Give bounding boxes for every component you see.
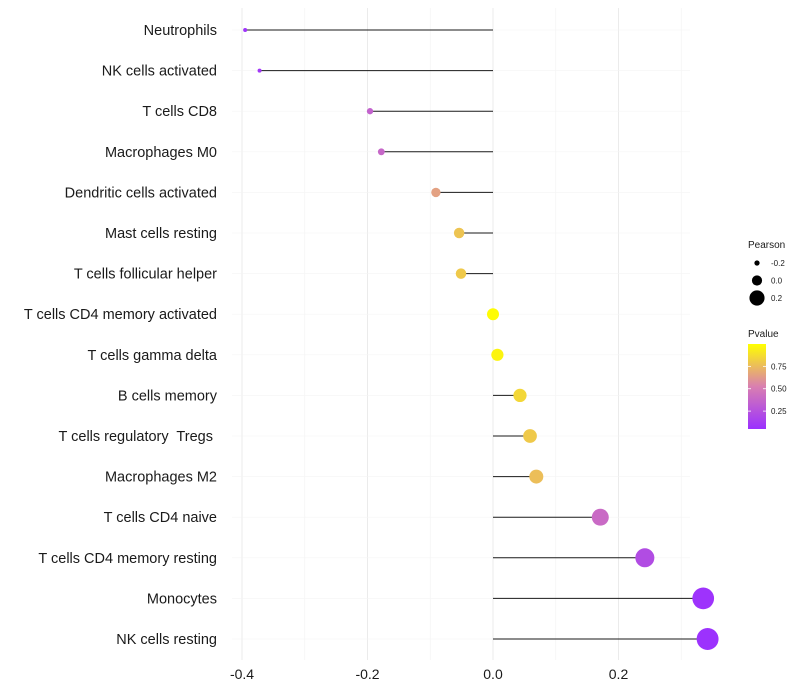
size-legend-title: Pearson [748, 240, 785, 251]
lollipop-dot [523, 429, 537, 443]
size-legend-label: -0.2 [771, 259, 785, 268]
lollipop-dot [366, 108, 374, 115]
x-tick-label: -0.4 [230, 666, 254, 682]
category-label: Neutrophils [144, 23, 217, 39]
lollipop-dot [377, 148, 385, 156]
lollipop-dot [487, 308, 499, 321]
color-legend-label: 0.75 [771, 362, 787, 371]
category-label: T cells gamma delta [88, 348, 218, 364]
size-legend-key [749, 290, 765, 306]
lollipop-dot [529, 469, 544, 484]
category-label: Mast cells resting [105, 226, 217, 242]
lollipop-dot [455, 268, 467, 279]
size-legend-label: 0.2 [771, 294, 783, 303]
category-label: T cells regulatory Tregs [59, 429, 218, 445]
size-legend-key [754, 260, 760, 266]
category-label: Macrophages M2 [105, 470, 217, 486]
grid-layer [232, 8, 690, 660]
x-tick-label: 0.0 [483, 666, 503, 682]
category-label: B cells memory [118, 388, 218, 404]
category-label: Monocytes [147, 591, 217, 607]
x-tick-label: 0.2 [609, 666, 629, 682]
dot-layer [243, 28, 719, 650]
color-legend-title: Pvalue [748, 329, 779, 340]
category-label: T cells CD4 memory resting [38, 551, 217, 567]
category-label: T cells CD8 [142, 104, 217, 120]
lollipop-dot [591, 508, 609, 526]
lollipop-dot [491, 348, 504, 361]
lollipop-dot [696, 628, 719, 650]
lollipop-dot [453, 227, 465, 239]
size-legend-label: 0.0 [771, 277, 783, 286]
lollipop-dot [431, 187, 441, 198]
lollipop-dot [635, 548, 655, 568]
category-label: NK cells resting [116, 632, 217, 648]
stem-layer [245, 29, 708, 640]
category-label: Macrophages M0 [105, 145, 217, 161]
size-legend-key [751, 275, 763, 286]
color-legend-label: 0.50 [771, 385, 787, 394]
category-label: T cells CD4 naive [104, 510, 217, 526]
category-label: T cells follicular helper [74, 267, 217, 283]
x-tick-label: -0.2 [355, 666, 379, 682]
lollipop-dot [513, 388, 527, 403]
x-tick-labels: -0.4 -0.2 0.0 0.2 [230, 666, 629, 682]
category-label: NK cells activated [102, 64, 217, 80]
color-legend-bar [748, 344, 766, 429]
lollipop-dot [243, 28, 248, 32]
category-label: T cells CD4 memory activated [24, 307, 217, 323]
legend: Pearson Pvalue -0.2 0.0 0.2 0.75 0.50 0.25 [748, 240, 787, 429]
color-legend-label: 0.25 [771, 407, 787, 416]
category-label: Dendritic cells activated [65, 185, 217, 201]
lollipop-dot [257, 68, 262, 73]
lollipop-dot [692, 587, 715, 610]
category-labels: Neutrophils NK cells activated T cells CD8… [24, 23, 218, 648]
